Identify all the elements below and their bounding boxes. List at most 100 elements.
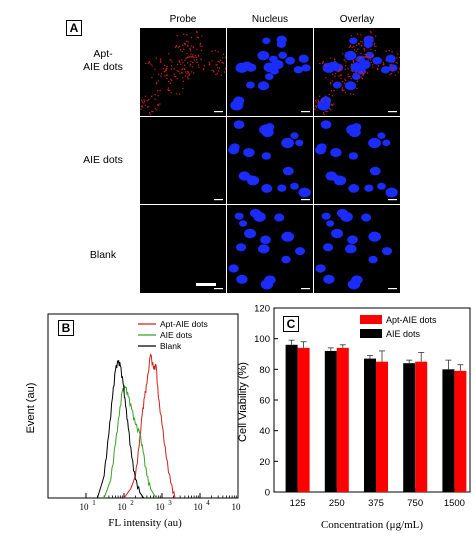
nucleus-mark [261, 184, 273, 193]
probe-dot [398, 56, 400, 59]
nucleus-mark [381, 247, 393, 256]
probe-dot [217, 60, 219, 63]
probe-dot [390, 72, 393, 75]
probe-dot [194, 55, 196, 57]
probe-dot [218, 61, 220, 63]
probe-dot [201, 45, 203, 48]
probe-dot [163, 64, 166, 67]
probe-dot [156, 90, 159, 92]
nucleus-mark [344, 50, 357, 61]
nucleus-mark [265, 73, 274, 81]
probe-dot [186, 71, 189, 73]
probe-dot [320, 99, 323, 102]
probe-dot [217, 51, 219, 53]
probe-dot [200, 58, 202, 61]
probe-dot [325, 76, 327, 79]
nucleus-mark [241, 61, 253, 71]
column-header-overlay: Overlay [339, 14, 375, 25]
x-tick-label: 10 [194, 502, 204, 512]
probe-dot [396, 53, 399, 55]
probe-dot [351, 46, 353, 49]
probe-dot [222, 62, 224, 64]
probe-dot [198, 66, 200, 68]
y-axis-label: Event (au) [25, 383, 37, 434]
probe-dot [344, 91, 346, 94]
nucleus-mark [336, 208, 348, 218]
probe-dot [343, 82, 346, 85]
nucleus-mark [347, 279, 361, 290]
probe-dot [315, 106, 318, 108]
probe-dot [170, 78, 172, 80]
probe-dot [367, 56, 369, 59]
probe-dot [179, 49, 182, 51]
tile-scale-mark [214, 288, 223, 290]
probe-dot [355, 50, 357, 53]
probe-dot [353, 49, 356, 51]
image-probe-aie [140, 117, 226, 204]
probe-dot [146, 106, 149, 108]
nucleus-mark [377, 182, 386, 190]
tile-scale-mark [214, 111, 223, 113]
probe-dot [345, 79, 347, 82]
probe-dot [344, 59, 346, 61]
probe-dot [181, 50, 183, 53]
probe-dot [173, 68, 175, 70]
nucleus-mark [246, 81, 255, 89]
probe-dot [325, 110, 327, 113]
probe-dot [337, 71, 340, 73]
probe-dot [353, 61, 355, 64]
nucleus-mark [238, 171, 251, 181]
probe-dot [148, 60, 150, 63]
probe-dot [322, 60, 324, 63]
probe-dot [175, 46, 177, 48]
probe-dot [156, 81, 158, 84]
probe-dot [383, 63, 385, 65]
nucleus-mark [281, 255, 291, 264]
probe-dot [141, 101, 144, 103]
bar-aie-dots-1500 [442, 369, 455, 492]
probe-dot [356, 80, 359, 83]
probe-dot [157, 80, 160, 82]
probe-dot [184, 59, 186, 61]
probe-dot [190, 36, 193, 39]
x-tick-label: 10 [118, 502, 128, 512]
probe-dot [399, 68, 400, 70]
nucleus-mark [295, 139, 304, 147]
probe-dot [203, 65, 206, 67]
nucleus-mark [293, 66, 304, 74]
probe-dot [347, 73, 350, 76]
probe-dot [321, 62, 324, 65]
probe-dot [352, 45, 355, 48]
probe-dot [199, 45, 201, 47]
probe-dot [315, 101, 318, 103]
legend-label: AIE dots [386, 329, 421, 339]
probe-dot [360, 56, 362, 59]
nucleus-mark [368, 137, 381, 149]
legend-label: AIE dots [160, 330, 192, 340]
image-nucleus-blank [227, 205, 313, 293]
nucleus-mark [234, 100, 244, 109]
probe-dot [360, 34, 362, 36]
legend-swatch [360, 315, 382, 324]
nucleus-mark [368, 255, 378, 264]
probe-dot [341, 88, 343, 91]
probe-dot [147, 105, 150, 108]
probe-dot [182, 80, 185, 83]
probe-dot [219, 59, 222, 62]
probe-dot [148, 111, 151, 114]
nucleus-mark [361, 213, 372, 222]
probe-dot [154, 107, 157, 110]
tile-scale-mark [388, 111, 397, 113]
image-probe-blank [140, 205, 226, 293]
probe-dot [186, 40, 188, 43]
probe-dot [169, 82, 172, 85]
probe-dot [370, 31, 372, 33]
probe-dot [397, 71, 400, 73]
nucleus-mark [298, 187, 311, 198]
nucleus-mark [274, 213, 285, 222]
probe-dot [181, 68, 183, 71]
probe-dot [340, 65, 342, 68]
probe-dot [181, 71, 183, 74]
